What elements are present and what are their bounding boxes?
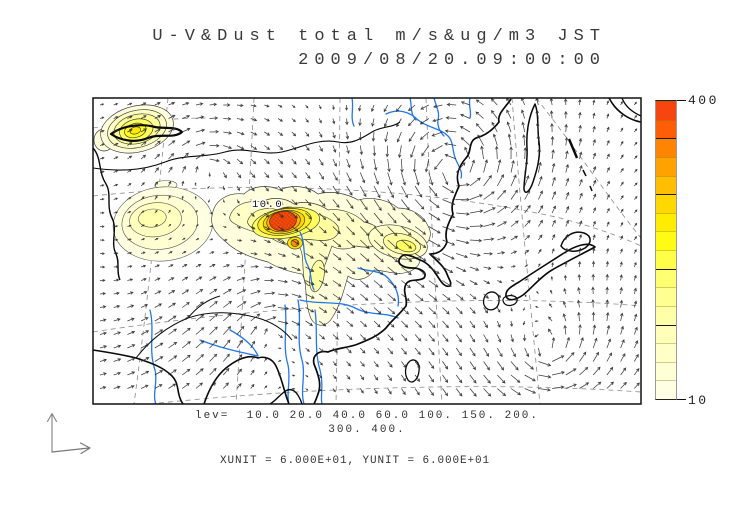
east-asia-coastline xyxy=(312,98,512,404)
colorbar-segment xyxy=(656,156,676,176)
lake-balkhash-outline xyxy=(109,124,184,142)
colorbar-segment xyxy=(656,101,676,120)
sakhalin-island xyxy=(523,103,541,193)
coastlines xyxy=(93,98,641,404)
colorbar-segment xyxy=(656,380,676,399)
colorbar-min-label: 10 xyxy=(688,393,709,408)
contour-levels-line1: lev= 10.0 20.0 40.0 60.0 100. 150. 200. xyxy=(194,410,540,422)
plot-title: U-V&Dust total m/s&ug/m3 JST xyxy=(152,27,606,46)
colorbar-segment xyxy=(656,231,676,250)
wind-vector-field xyxy=(99,98,640,397)
colorbar-segment xyxy=(656,343,676,362)
colorbar-segment xyxy=(656,194,676,213)
colorbar-max-label: 400 xyxy=(688,93,719,108)
dust-maximum-core xyxy=(269,211,297,231)
dust-plume-west xyxy=(112,180,214,262)
river-lines xyxy=(149,98,472,404)
colorbar-segment xyxy=(656,268,676,288)
taiwan-island xyxy=(404,359,420,383)
contour-level-label: 10.0 xyxy=(252,199,283,211)
colorbar-segment xyxy=(656,305,676,325)
colorbar-segment xyxy=(656,287,676,306)
grid-units-label: XUNIT = 6.000E+01, YUNIT = 6.000E+01 xyxy=(219,455,491,467)
axis-orientation-arrows xyxy=(46,412,91,455)
colorbar-segment xyxy=(656,324,676,344)
colorbar-max-tick xyxy=(677,100,686,101)
colorbar-segment xyxy=(656,250,676,269)
plot-timestamp: 2009/08/20.09:00:00 xyxy=(298,51,606,70)
colorbar-segment xyxy=(656,175,676,195)
colorbar-segment xyxy=(656,361,676,381)
dust-plume-northwest xyxy=(93,104,174,154)
colorbar-segment xyxy=(656,212,676,232)
map-frame xyxy=(92,97,642,405)
contour-levels-line2: 300. 400. xyxy=(328,424,406,436)
dust-plume-central xyxy=(211,186,431,326)
colorbar xyxy=(655,100,677,400)
colorbar-segment xyxy=(656,138,676,157)
colorbar-min-tick xyxy=(677,399,686,400)
colorbar-segment xyxy=(656,119,676,139)
hokkaido-island xyxy=(560,231,591,252)
